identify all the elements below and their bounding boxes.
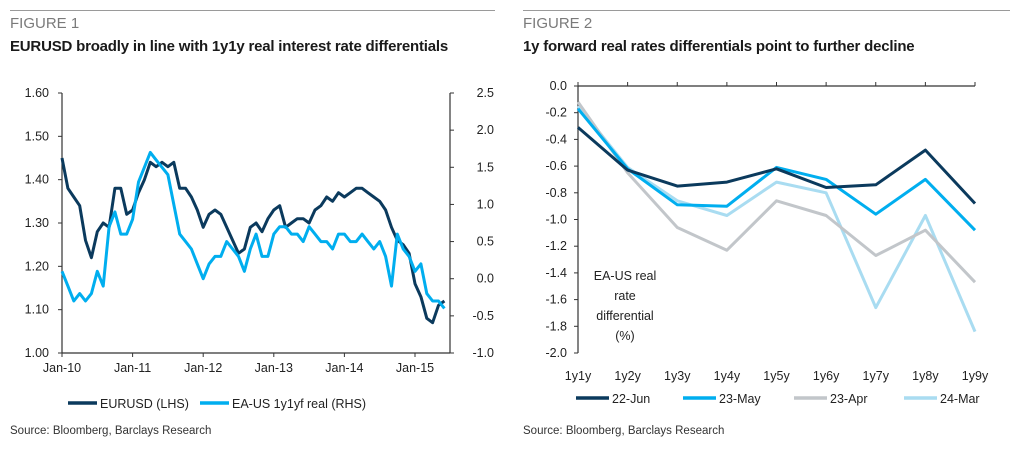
fig1-x-tick-label: Jan-12 (184, 361, 222, 375)
fig1-left-tick-label: 1.60 (25, 86, 49, 100)
fig1-right-tick-label: 0.0 (477, 272, 494, 286)
fig1-right-tick-label: -1.0 (472, 346, 494, 360)
fig1-right-tick-label: -0.5 (472, 309, 494, 323)
fig2-legend-label: 22-Jun (612, 392, 650, 406)
fig1-legend-label: EURUSD (LHS) (100, 397, 189, 411)
figure2-label: FIGURE 2 (523, 15, 593, 32)
fig1-left-tick-label: 1.40 (25, 173, 49, 187)
fig2-x-tick-label: 1y8y (912, 369, 939, 383)
fig2-y-tick-label: -0.8 (545, 186, 567, 200)
figure2-source: Source: Bloomberg, Barclays Research (523, 425, 725, 437)
figure1-top-rule (10, 10, 495, 11)
fig1-series-line-eurusd (60, 157, 446, 325)
fig1-right-tick-label: 2.0 (477, 123, 494, 137)
fig2-legend-label: 23-Apr (830, 392, 868, 406)
fig2-annotation-line: (%) (615, 329, 634, 343)
fig2-y-tick-label: -1.6 (545, 293, 567, 307)
fig2-x-tick-label: 1y7y (863, 369, 890, 383)
fig1-x-tick-label: Jan-14 (325, 361, 363, 375)
fig2-y-tick-label: -0.6 (545, 159, 567, 173)
figure2-title: 1y forward real rates differentials poin… (523, 38, 915, 55)
fig2-x-tick-label: 1y9y (962, 369, 989, 383)
figure2-top-rule (523, 10, 1010, 11)
fig1-left-tick-label: 1.00 (25, 346, 49, 360)
fig2-x-tick-label: 1y3y (664, 369, 691, 383)
fig2-y-tick-label: -1.2 (545, 239, 567, 253)
fig1-left-tick-label: 1.10 (25, 303, 49, 317)
fig2-y-tick-label: 0.0 (550, 79, 567, 93)
fig1-x-tick-label: Jan-11 (114, 361, 151, 375)
fig2-legend-label: 24-Mar (940, 392, 980, 406)
fig2-x-tick-label: 1y1y (565, 369, 592, 383)
fig2-legend-label: 23-May (719, 392, 761, 406)
fig1-right-tick-label: 1.5 (477, 160, 494, 174)
figure1-source: Source: Bloomberg, Barclays Research (10, 425, 212, 437)
fig1-left-tick-label: 1.50 (25, 129, 49, 143)
fig2-x-tick-label: 1y2y (614, 369, 641, 383)
fig2-y-tick-label: -0.2 (545, 106, 567, 120)
fig2-series-line-23-apr (576, 101, 977, 284)
figure1-title: EURUSD broadly in line with 1y1y real in… (10, 38, 448, 55)
fig1-legend-label: EA-US 1y1yf real (RHS) (232, 397, 366, 411)
fig1-right-tick-label: 0.5 (477, 235, 494, 249)
fig1-left-tick-label: 1.30 (25, 216, 49, 230)
fig1-right-tick-label: 1.0 (477, 197, 494, 211)
fig2-y-tick-label: -2.0 (545, 346, 567, 360)
fig2-annotation-line: rate (614, 289, 636, 303)
fig1-x-tick-label: Jan-10 (43, 361, 81, 375)
fig2-annotation-line: EA-US real (594, 269, 657, 283)
fig1-right-tick-label: 2.5 (477, 86, 494, 100)
fig2-annotation-line: differential (596, 309, 653, 323)
fig2-y-tick-label: -1.4 (545, 266, 567, 280)
fig1-series-line-ea-us (60, 150, 446, 310)
fig1-x-tick-label: Jan-15 (396, 361, 434, 375)
fig2-series-line-22-jun (577, 126, 977, 205)
fig2-x-tick-label: 1y5y (763, 369, 790, 383)
fig1-x-tick-label: Jan-13 (255, 361, 293, 375)
fig2-y-tick-label: -1.8 (545, 319, 567, 333)
fig2-y-tick-label: -1.0 (545, 213, 567, 227)
figure1-label: FIGURE 1 (10, 15, 80, 32)
fig1-left-tick-label: 1.20 (25, 259, 49, 273)
fig2-x-tick-label: 1y6y (813, 369, 840, 383)
fig2-x-tick-label: 1y4y (714, 369, 741, 383)
fig2-series-line-24-mar (576, 105, 977, 333)
fig2-y-tick-label: -0.4 (545, 132, 567, 146)
